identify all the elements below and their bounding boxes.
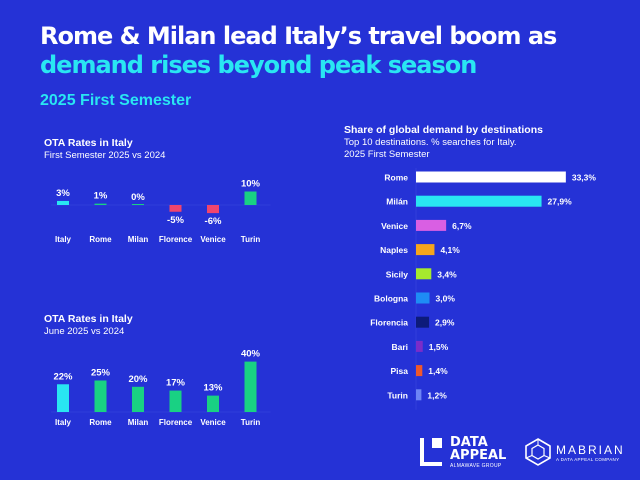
bar-venice [416, 219, 447, 231]
category-label: Florence [159, 235, 193, 244]
category-label: Pisa [391, 366, 409, 376]
category-label: Milan [128, 418, 149, 427]
category-label: Venice [200, 235, 226, 244]
data-label: 1,5% [429, 342, 449, 352]
category-label: Turin [387, 390, 408, 400]
data-label: 25% [91, 368, 111, 379]
data-label: 2,9% [435, 318, 455, 328]
category-label: Naples [380, 245, 408, 255]
bar-bologna [416, 292, 430, 304]
data-label: 27,9% [548, 197, 573, 207]
data-label: 3,0% [436, 294, 456, 304]
data-label: -5% [167, 215, 184, 226]
category-label: Turin [241, 235, 261, 244]
chart1-svg: 3% Italy 1% Rome 0% Milan -5% Florence -6% Venice… [51, 179, 271, 244]
category-label: Milan [128, 235, 149, 244]
data-label: 0% [131, 192, 145, 203]
category-label: Florence [159, 418, 193, 427]
category-label: Venice [200, 418, 226, 427]
category-label: Italy [55, 418, 72, 427]
bar-rome [94, 380, 107, 412]
data-appeal-line-2: APPEAL [450, 448, 507, 463]
data-label: 22% [53, 371, 73, 382]
bar-milán [416, 195, 542, 207]
bar-venice [207, 205, 219, 214]
category-label: Italy [55, 235, 72, 244]
bar-rome [94, 203, 107, 205]
data-appeal-wordmark: DATA APPEAL [450, 436, 506, 462]
data-label: -6% [205, 216, 222, 227]
bar-milan [132, 386, 144, 412]
bar-italy [57, 200, 69, 205]
bar-turin [416, 389, 422, 401]
bar-turin [244, 191, 257, 205]
data-label: 33,3% [572, 173, 597, 183]
bar-italy [57, 384, 69, 412]
data-appeal-line-1: DATA [450, 435, 488, 450]
bar-sicily [416, 268, 432, 280]
data-appeal-logo: DATA APPEAL ALMAWAVE GROUP [420, 436, 520, 470]
data-label: 10% [241, 179, 261, 190]
chart1-subtitle: First Semester 2025 vs 2024 [44, 150, 166, 161]
data-label: 1,2% [427, 390, 447, 400]
chart3-title: Share of global demand by destinations [344, 124, 543, 136]
data-appeal-mark-icon [420, 438, 442, 466]
data-label: 3,4% [437, 269, 457, 279]
bar-rome [416, 171, 566, 183]
bar-florence [169, 390, 182, 412]
mabrian-logo: MABRIAN A DATA APPEAL COMPANY [524, 436, 624, 470]
chart1-title: OTA Rates in Italy [44, 137, 133, 149]
data-label: 1,4% [428, 366, 448, 376]
chart2-svg: 22% Italy 25% Rome 20% Milan 17% Florence 13% Ven… [51, 349, 271, 427]
chart2-title: OTA Rates in Italy [44, 313, 133, 325]
data-label: 6,7% [452, 221, 472, 231]
data-appeal-tagline: ALMAWAVE GROUP [450, 463, 502, 469]
category-label: Bari [391, 342, 408, 352]
bar-florencia [416, 316, 430, 328]
data-label: 20% [128, 374, 148, 385]
mabrian-tagline: A DATA APPEAL COMPANY [556, 457, 620, 462]
bar-naples [416, 244, 435, 256]
data-label: 4,1% [440, 245, 460, 255]
mabrian-hexagon-icon [525, 438, 551, 466]
category-label: Rome [89, 418, 112, 427]
category-label: Rome [384, 173, 408, 183]
bar-bari [416, 340, 423, 352]
bar-florence [169, 205, 182, 212]
data-label: 17% [166, 378, 186, 389]
category-label: Florencia [370, 318, 408, 328]
chart2-subtitle: June 2025 vs 2024 [44, 326, 125, 337]
mabrian-wordmark: MABRIAN [556, 443, 625, 457]
data-label: 1% [94, 191, 108, 202]
chart3-subtitle-2: 2025 First Semester [344, 149, 430, 160]
category-label: Milán [386, 197, 408, 207]
bar-milan [132, 204, 144, 205]
bar-turin [244, 361, 257, 412]
category-label: Rome [89, 235, 112, 244]
chart3-svg: Rome 33,3% Milán 27,9% Venice 6,7% Naples 4,1% S… [370, 168, 597, 410]
period-label: 2025 First Semester [40, 92, 192, 109]
headline-line-1: Rome & Milan lead Italy’s travel boom as [40, 22, 557, 50]
bar-venice [207, 395, 219, 412]
data-label: 13% [203, 383, 223, 394]
headline-line-2: demand rises beyond peak season [40, 51, 477, 79]
category-label: Turin [241, 418, 261, 427]
category-label: Sicily [386, 269, 408, 279]
category-label: Bologna [374, 294, 408, 304]
category-label: Venice [381, 221, 408, 231]
bar-pisa [416, 365, 423, 377]
data-label: 3% [56, 188, 70, 199]
chart3-subtitle-1: Top 10 destinations. % searches for Ital… [344, 137, 517, 148]
data-label: 40% [241, 349, 261, 360]
headline: Rome & Milan lead Italy’s travel boom as… [40, 22, 620, 80]
